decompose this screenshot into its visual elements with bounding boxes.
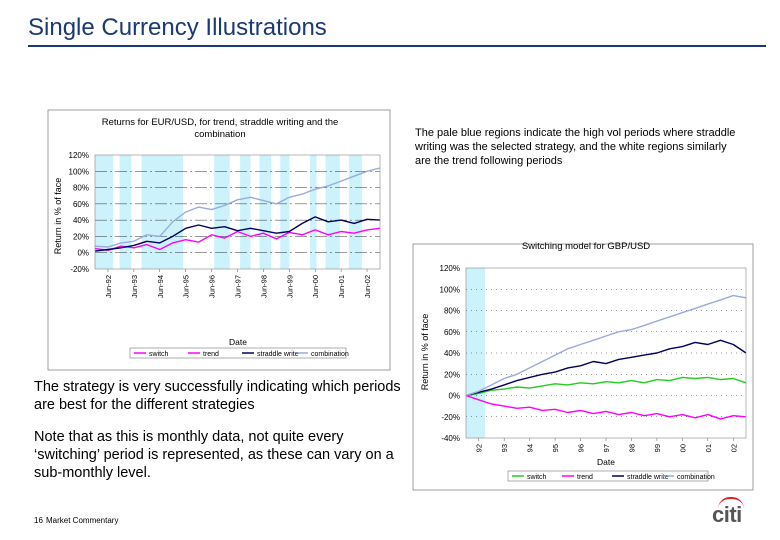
eurusd-chart-title: Returns for EUR/USD, for trend, straddle… <box>102 117 339 128</box>
gbpusd-y-axis-label: Return in % of face <box>420 314 430 391</box>
gbpusd-plot-area <box>465 267 747 439</box>
x-tick-label: Jun-97 <box>234 275 243 298</box>
x-tick-label: 00 <box>678 444 687 452</box>
footer-label: Market Commentary <box>46 516 119 525</box>
series-line-trend <box>94 227 381 252</box>
x-tick-label: Jun-02 <box>363 275 372 298</box>
y-tick-label: 20% <box>444 370 460 379</box>
legend-entry: switch <box>527 474 547 481</box>
body-paragraph-2: Note that as this is monthly data, not q… <box>34 429 394 481</box>
y-tick-label: 60% <box>444 328 460 337</box>
page-title: Single Currency Illustrations <box>28 14 327 41</box>
x-tick-label: 97 <box>602 444 611 452</box>
gbpusd-chart-title: Switching model for GBP/USD <box>522 241 650 252</box>
x-tick-label: 94 <box>526 444 535 452</box>
series-line-switch <box>465 376 747 397</box>
gbpusd-legend <box>507 470 709 482</box>
x-tick-label: 96 <box>577 444 586 452</box>
legend-entry: trend <box>203 351 219 358</box>
x-tick-label: Jun-95 <box>182 275 191 298</box>
x-tick-label: 99 <box>653 444 662 452</box>
x-tick-label: 93 <box>500 444 509 452</box>
page-number: 16 <box>34 516 43 525</box>
eurusd-x-axis-label: Date <box>229 337 247 347</box>
y-tick-label: 40% <box>73 216 89 225</box>
high-vol-region <box>259 155 272 269</box>
series-line-straddle-write <box>465 339 747 397</box>
x-tick-label: Jun-98 <box>259 275 268 298</box>
high-vol-region <box>280 155 290 269</box>
legend-entry: straddle write <box>257 351 299 358</box>
series-line-trend <box>465 394 747 420</box>
x-tick-label: 98 <box>627 444 636 452</box>
x-tick-label: Jun-00 <box>311 275 320 298</box>
logo-arc-icon <box>718 497 744 509</box>
x-tick-label: Jun-99 <box>285 275 294 298</box>
body-paragraph-1: The strategy is very successfully indica… <box>34 379 401 413</box>
x-tick-label: Jun-96 <box>208 275 217 298</box>
x-tick-label: 92 <box>475 444 484 452</box>
legend-entry: trend <box>577 474 593 481</box>
legend-entry: switch <box>149 351 169 358</box>
eurusd-legend <box>129 347 347 359</box>
y-tick-label: 0% <box>448 392 460 401</box>
high-vol-region <box>95 155 114 269</box>
series-line-straddle-write <box>94 216 381 252</box>
high-vol-region <box>466 268 486 438</box>
chart-note: The pale blue regions indicate the high … <box>415 127 736 167</box>
series-line-combination <box>465 294 747 397</box>
high-vol-region <box>119 155 132 269</box>
high-vol-region <box>325 155 340 269</box>
y-tick-label: 120% <box>440 264 460 273</box>
y-tick-label: -40% <box>441 434 460 443</box>
legend-entry: combination <box>311 351 349 358</box>
y-tick-label: 120% <box>69 151 89 160</box>
gbpusd-x-axis-label: Date <box>597 457 615 467</box>
high-vol-region <box>214 155 230 269</box>
y-tick-label: 40% <box>444 349 460 358</box>
x-tick-label: Jun-01 <box>337 275 346 298</box>
x-tick-label: Jun-92 <box>104 275 113 298</box>
high-vol-region <box>141 155 184 269</box>
high-vol-region <box>240 155 251 269</box>
eurusd-y-axis-label: Return in % of face <box>53 178 63 255</box>
legend-entry: straddle write <box>627 474 669 481</box>
x-tick-label: Jun-93 <box>130 275 139 298</box>
legend-entry: combination <box>677 474 715 481</box>
y-tick-label: -20% <box>70 265 89 274</box>
y-tick-label: 100% <box>69 167 89 176</box>
series-line-combination <box>94 167 381 248</box>
y-tick-label: -20% <box>441 413 460 422</box>
y-tick-label: 100% <box>440 285 460 294</box>
x-tick-label: 95 <box>551 444 560 452</box>
x-tick-label: 02 <box>729 444 738 452</box>
y-tick-label: 0% <box>77 249 89 258</box>
y-tick-label: 80% <box>444 307 460 316</box>
y-tick-label: 80% <box>73 184 89 193</box>
eurusd-plot-area <box>94 154 381 270</box>
citi-logo: citi <box>712 502 742 527</box>
y-tick-label: 60% <box>73 200 89 209</box>
title-divider <box>28 45 766 47</box>
high-vol-region <box>310 155 317 269</box>
x-tick-label: 01 <box>704 444 713 452</box>
y-tick-label: 20% <box>73 232 89 241</box>
x-tick-label: Jun-94 <box>156 275 165 298</box>
high-vol-region <box>348 155 362 269</box>
eurusd-chart-title-line2: combination <box>194 129 245 140</box>
